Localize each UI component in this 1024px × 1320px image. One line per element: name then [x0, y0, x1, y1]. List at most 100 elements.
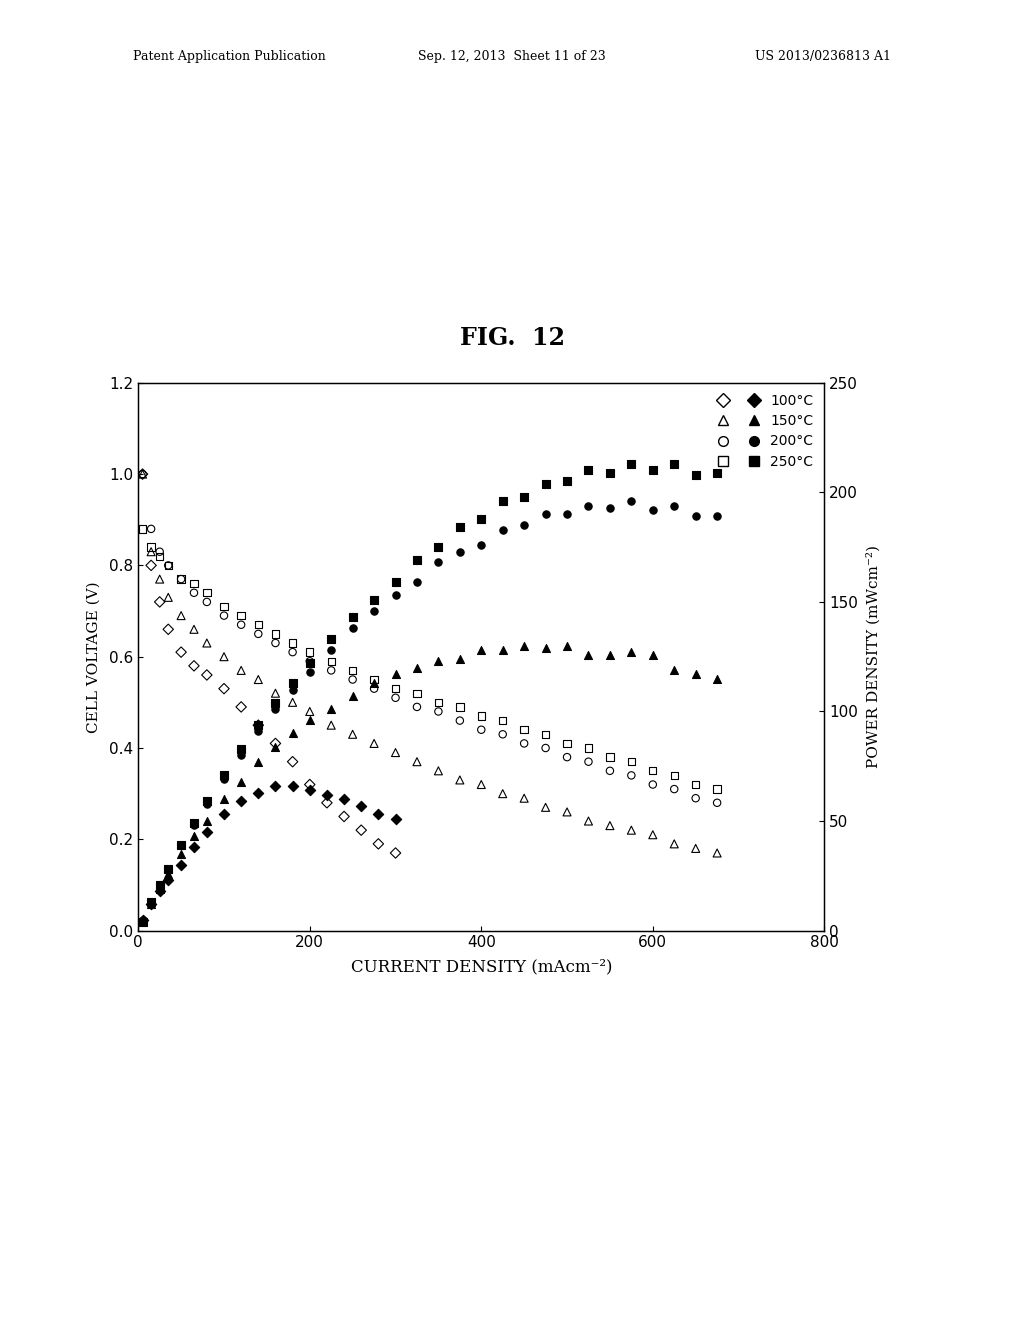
- Point: [233, 791, 250, 812]
- Point: [452, 697, 468, 718]
- Point: [173, 569, 189, 590]
- Point: [134, 463, 151, 484]
- Point: [581, 810, 597, 832]
- Point: [185, 582, 202, 603]
- Point: [366, 733, 382, 754]
- Point: [473, 640, 489, 661]
- Point: [645, 644, 662, 665]
- Text: Patent Application Publication: Patent Application Publication: [133, 50, 326, 63]
- Point: [452, 541, 468, 562]
- Point: [344, 723, 360, 744]
- Point: [387, 742, 403, 763]
- Point: [452, 770, 468, 791]
- Point: [430, 552, 446, 573]
- Point: [387, 664, 403, 685]
- Point: [301, 661, 317, 682]
- Point: [323, 651, 339, 672]
- Point: [160, 870, 176, 891]
- Point: [387, 585, 403, 606]
- Text: Sep. 12, 2013  Sheet 11 of 23: Sep. 12, 2013 Sheet 11 of 23: [418, 50, 606, 63]
- Point: [409, 697, 425, 718]
- Point: [285, 692, 301, 713]
- Point: [709, 842, 725, 863]
- Point: [318, 784, 335, 805]
- Legend: 100°C, 150°C, 200°C, 250°C: 100°C, 150°C, 200°C, 250°C: [711, 389, 817, 473]
- Point: [366, 672, 382, 693]
- Point: [409, 751, 425, 772]
- Point: [160, 859, 176, 880]
- Point: [709, 668, 725, 689]
- Point: [143, 554, 160, 576]
- Point: [323, 714, 339, 735]
- Point: [387, 808, 403, 829]
- Point: [581, 495, 597, 516]
- Point: [301, 642, 317, 663]
- Point: [185, 573, 202, 594]
- Point: [134, 463, 151, 484]
- Point: [559, 471, 575, 492]
- Point: [143, 894, 160, 915]
- Point: [666, 495, 682, 516]
- Point: [495, 723, 511, 744]
- Point: [538, 738, 554, 759]
- Point: [267, 775, 284, 796]
- Point: [516, 486, 532, 507]
- Point: [559, 747, 575, 768]
- Point: [267, 623, 284, 644]
- Point: [233, 697, 250, 718]
- Point: [250, 714, 266, 735]
- Point: [602, 814, 618, 836]
- Point: [666, 779, 682, 800]
- Point: [687, 774, 703, 795]
- Point: [233, 605, 250, 626]
- Point: [645, 459, 662, 480]
- Point: [267, 733, 284, 754]
- Point: [199, 632, 215, 653]
- Point: [709, 462, 725, 483]
- Point: [602, 462, 618, 483]
- Point: [336, 788, 352, 809]
- Point: [452, 517, 468, 539]
- Point: [353, 795, 370, 816]
- Point: [134, 463, 151, 484]
- Point: [152, 569, 168, 590]
- Point: [495, 491, 511, 512]
- Point: [559, 635, 575, 656]
- Point: [452, 710, 468, 731]
- Point: [185, 619, 202, 640]
- Point: [495, 710, 511, 731]
- Point: [160, 587, 176, 609]
- Point: [581, 751, 597, 772]
- Point: [199, 810, 215, 832]
- Point: [516, 515, 532, 536]
- Point: [216, 678, 232, 700]
- Point: [173, 834, 189, 855]
- Point: [624, 491, 640, 512]
- Point: [301, 651, 317, 672]
- Point: [267, 682, 284, 704]
- Point: [666, 659, 682, 680]
- Point: [430, 651, 446, 672]
- Point: [387, 688, 403, 709]
- Point: [687, 506, 703, 527]
- Point: [199, 821, 215, 842]
- Point: [285, 751, 301, 772]
- Point: [160, 619, 176, 640]
- Point: [344, 607, 360, 628]
- Point: [250, 781, 266, 803]
- Point: [645, 774, 662, 795]
- Point: [250, 623, 266, 644]
- Point: [409, 682, 425, 704]
- Point: [366, 678, 382, 700]
- Point: [371, 833, 387, 854]
- Point: [624, 751, 640, 772]
- Point: [267, 692, 284, 713]
- Point: [344, 669, 360, 690]
- Point: [185, 826, 202, 847]
- Point: [559, 733, 575, 754]
- Point: [452, 648, 468, 669]
- Point: [538, 638, 554, 659]
- Point: [602, 498, 618, 519]
- Point: [353, 820, 370, 841]
- Point: [430, 701, 446, 722]
